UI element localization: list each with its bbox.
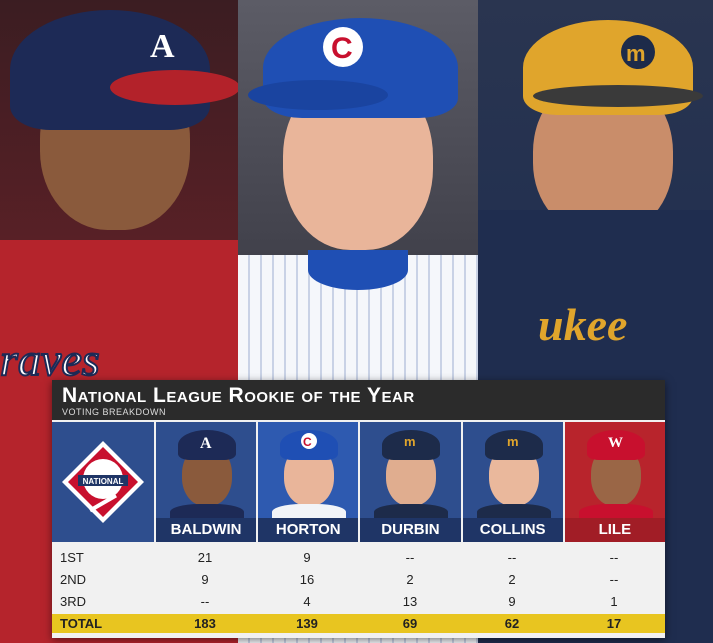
vote-cell: 1	[610, 594, 618, 609]
svg-text:raves: raves	[0, 334, 100, 385]
vote-cell: 13	[402, 594, 418, 609]
headshot-baldwin: A	[156, 422, 257, 518]
svg-text:m: m	[507, 434, 519, 449]
brewers-jersey-script-icon: ukee	[538, 299, 627, 350]
headshot-horton: C	[258, 422, 359, 518]
player-name: DURBIN	[360, 518, 461, 542]
card-subtitle: VOTING BREAKDOWN	[62, 407, 167, 417]
player-name: LILE	[564, 518, 665, 542]
national-league-logo-icon: NATIONAL	[62, 441, 144, 523]
vote-table: 1ST 21 9 -- -- -- 2ND 9 16 2 2 -- 3RD --…	[52, 546, 665, 633]
brewers-cap-icon: m	[507, 434, 519, 449]
player-column-horton: C HORTON	[256, 422, 359, 542]
row-label: TOTAL	[60, 616, 103, 631]
total-cell: 62	[504, 616, 520, 631]
braves-logo-icon: A	[150, 28, 175, 65]
vote-cell: --	[507, 550, 517, 565]
player-column-collins: m COLLINS	[460, 422, 563, 542]
row-label: 2ND	[60, 572, 87, 587]
nationals-w-cap-icon: W	[608, 435, 623, 450]
row-3rd: 3RD -- 4 13 9 1	[52, 590, 665, 612]
card-header: National League Rookie of the Year VOTIN…	[52, 380, 665, 420]
vote-cell: 9	[303, 550, 311, 565]
total-cell: 17	[606, 616, 622, 631]
vote-cell: 16	[299, 572, 315, 587]
row-1st: 1ST 21 9 -- -- --	[52, 546, 665, 568]
svg-text:m: m	[626, 41, 646, 66]
vote-cell: --	[609, 572, 619, 587]
player-name: COLLINS	[462, 518, 563, 542]
vote-cell: 21	[197, 550, 213, 565]
headshot-lile: W	[564, 422, 665, 518]
player-column-durbin: m DURBIN	[358, 422, 461, 542]
braves-jersey-script-icon: raves	[0, 333, 101, 386]
total-cell: 183	[194, 616, 216, 631]
row-total: TOTAL 183 139 69 62 17	[52, 614, 665, 633]
player-name: HORTON	[258, 518, 359, 542]
player-name: BALDWIN	[156, 518, 257, 542]
vote-cell: --	[200, 594, 210, 609]
vote-cell: 9	[508, 594, 516, 609]
nl-logo: NATIONAL	[52, 422, 154, 542]
braves-a-cap-icon: A	[200, 435, 212, 452]
player-columns: A BALDWIN C HORTON m	[154, 422, 665, 542]
cubs-logo-icon: C	[323, 27, 363, 67]
svg-text:A: A	[200, 435, 212, 452]
brewers-logo-icon: m	[621, 35, 655, 69]
svg-text:A: A	[150, 28, 175, 65]
headshot-collins: m	[462, 422, 563, 518]
total-cell: 139	[296, 616, 318, 631]
svg-text:ukee: ukee	[538, 299, 627, 350]
player-column-lile: W LILE	[562, 422, 665, 542]
svg-text:m: m	[404, 434, 416, 449]
logo-text: NATIONAL	[83, 477, 124, 486]
svg-text:C: C	[331, 32, 353, 65]
vote-cell: 4	[303, 594, 311, 609]
brewers-cap-icon: m	[404, 434, 416, 449]
vote-cell: 2	[406, 572, 414, 587]
player-column-baldwin: A BALDWIN	[154, 422, 257, 542]
row-label: 3RD	[60, 594, 87, 609]
total-cell: 69	[402, 616, 418, 631]
vote-cell: --	[609, 550, 619, 565]
headshot-durbin: m	[360, 422, 461, 518]
svg-text:C: C	[303, 435, 312, 449]
vote-cell: 9	[201, 572, 209, 587]
voting-card: National League Rookie of the Year VOTIN…	[52, 380, 665, 638]
vote-cell: --	[405, 550, 415, 565]
vote-cell: 2	[508, 572, 516, 587]
row-label: 1ST	[60, 550, 84, 565]
row-2nd: 2ND 9 16 2 2 --	[52, 568, 665, 590]
cubs-c-cap-icon: C	[301, 433, 318, 449]
svg-text:W: W	[608, 435, 623, 450]
card-title: National League Rookie of the Year	[62, 384, 415, 407]
